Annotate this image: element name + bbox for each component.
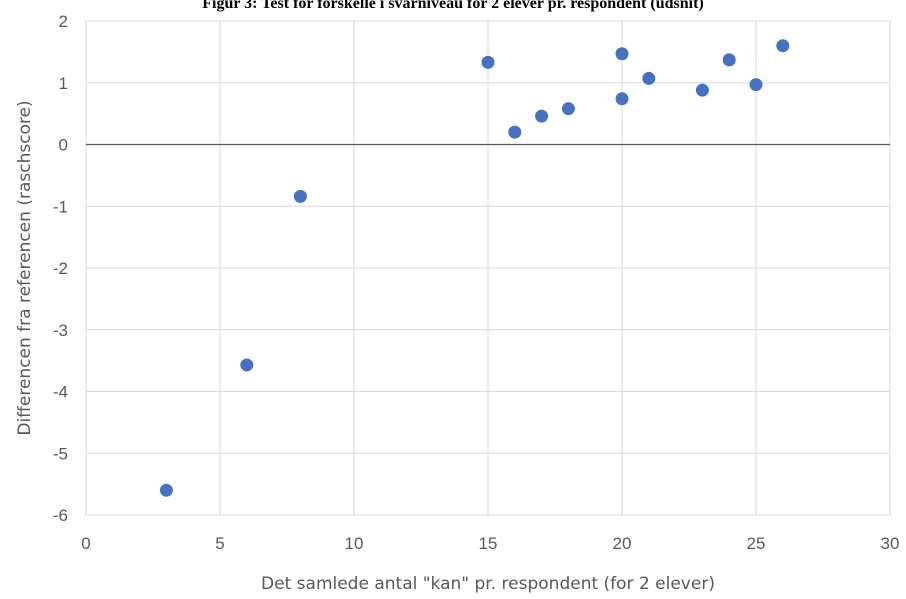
data-point — [776, 39, 790, 53]
y-tick-label: -2 — [53, 259, 68, 278]
y-tick-label: 2 — [59, 12, 68, 31]
data-point — [159, 483, 173, 497]
y-tick-label: -4 — [53, 383, 68, 402]
data-point — [615, 92, 629, 106]
x-tick-label: 0 — [81, 534, 90, 553]
x-tick-label: 15 — [479, 534, 498, 553]
data-point — [508, 125, 522, 139]
data-point — [561, 102, 575, 116]
data-point — [695, 83, 709, 97]
data-point — [615, 47, 629, 61]
y-tick-label: 1 — [59, 74, 68, 93]
x-axis-title: Det samlede antal "kan" pr. respondent (… — [261, 574, 715, 594]
y-tick-label: -5 — [53, 444, 68, 463]
data-point — [749, 78, 763, 92]
data-point — [481, 55, 495, 69]
data-point — [535, 109, 549, 123]
y-tick-label: -3 — [53, 321, 68, 340]
x-tick-label: 30 — [881, 534, 900, 553]
y-tick-label: 0 — [59, 136, 68, 155]
y-axis-title: Differencen fra referencen (raschscore) — [15, 100, 35, 435]
axes — [85, 21, 890, 515]
x-tick-label: 5 — [215, 534, 224, 553]
data-point — [722, 53, 736, 67]
data-point — [240, 358, 254, 372]
data-point — [642, 71, 656, 85]
x-tick-label: 25 — [747, 534, 766, 553]
data-points — [159, 39, 790, 497]
x-tick-label: 20 — [613, 534, 632, 553]
y-tick-label: -1 — [53, 197, 68, 216]
y-tick-label: -6 — [53, 506, 68, 525]
chart-title: Figur 3: Test for forskelle i svarniveau… — [202, 0, 703, 12]
gridlines — [86, 20, 891, 516]
data-point — [293, 189, 307, 203]
x-tick-label: 10 — [345, 534, 364, 553]
